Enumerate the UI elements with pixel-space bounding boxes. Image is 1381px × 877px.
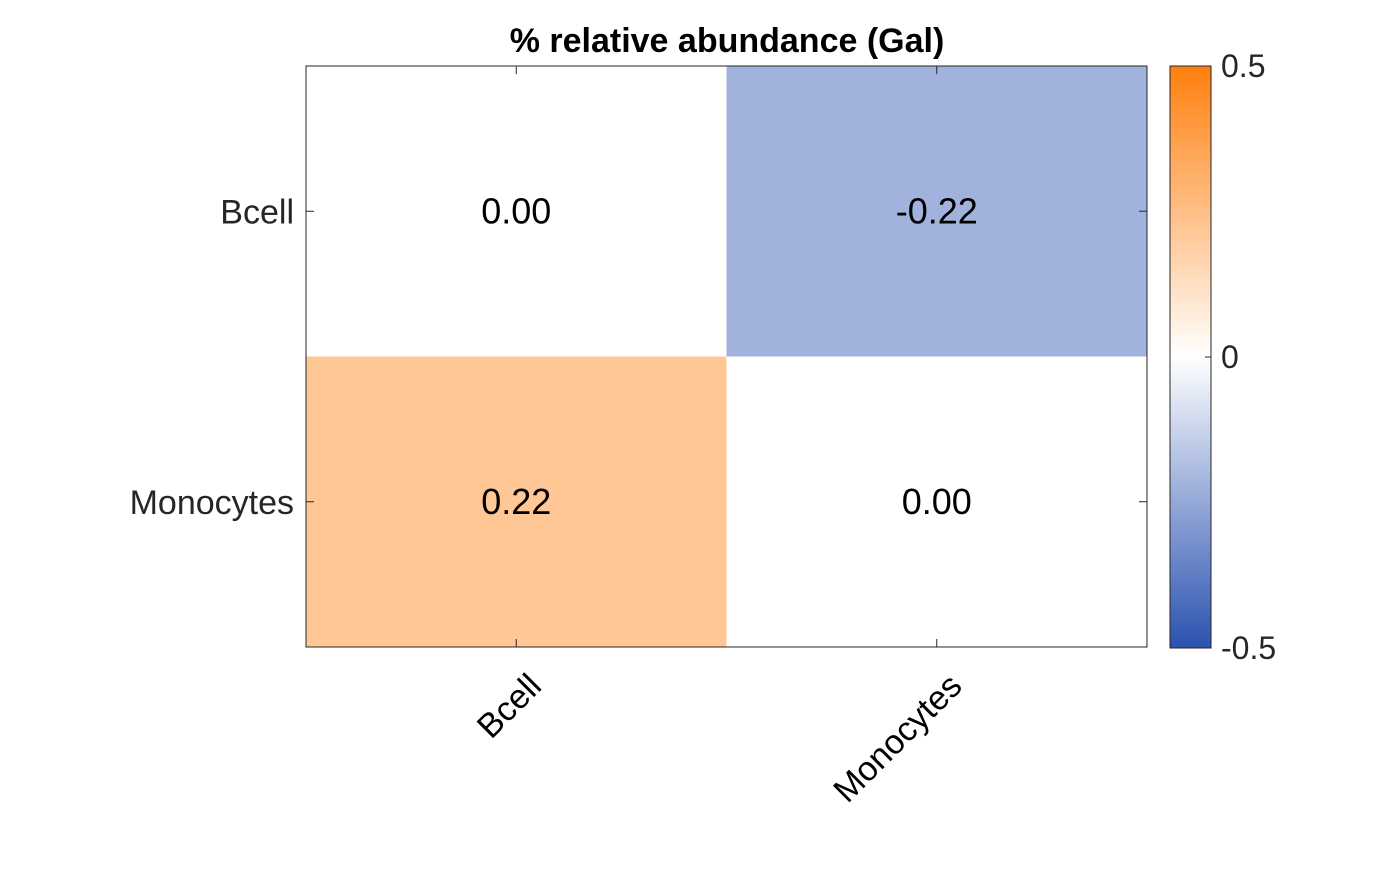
axis-ticks	[306, 66, 1147, 647]
plot-frame	[305, 65, 1148, 648]
heatmap-cell	[306, 66, 727, 357]
colorbar-tick-label: -0.5	[1221, 630, 1276, 666]
x-tick-label: Monocytes	[826, 667, 969, 810]
x-tick-label: Bcell	[470, 667, 549, 746]
cell-value-label: 0.00	[481, 190, 551, 231]
colorbar-ticks: 0.5 0 -0.5	[1205, 48, 1276, 666]
y-tick-label: Monocytes	[130, 484, 294, 522]
heatmap-cell	[726, 356, 1147, 647]
chart-title: % relative abundance (Gal)	[510, 22, 945, 60]
colorbar-tick-label: 0	[1221, 339, 1239, 375]
colorbar	[1169, 65, 1212, 649]
cell-value-label: 0.00	[902, 481, 972, 522]
cell-value-label: 0.22	[481, 481, 551, 522]
colorbar-tick-label: 0.5	[1221, 48, 1265, 84]
heatmap-cells: 0.00 -0.22 0.22 0.00	[306, 66, 1147, 647]
y-tick-label: Bcell	[220, 193, 294, 231]
heatmap-cell	[306, 356, 727, 647]
cell-value-label: -0.22	[896, 190, 978, 231]
heatmap-cell	[726, 66, 1147, 357]
